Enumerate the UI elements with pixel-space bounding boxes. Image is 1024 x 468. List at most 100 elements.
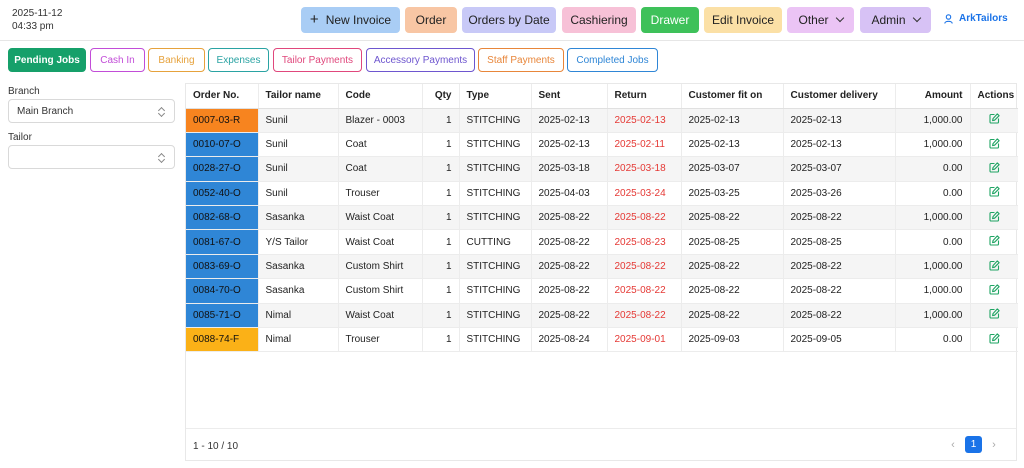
new-invoice-button[interactable]: + New Invoice: [301, 7, 400, 33]
cell-type: STITCHING: [459, 278, 532, 304]
prev-page-icon[interactable]: ‹: [951, 438, 955, 451]
cell-type: STITCHING: [459, 205, 532, 231]
edit-invoice-button[interactable]: Edit Invoice: [704, 7, 782, 33]
user-icon: [944, 13, 953, 24]
chevron-down-icon: [835, 13, 844, 23]
col-amount[interactable]: Amount: [895, 84, 971, 109]
cell-customer-fit-on: 2025-08-22: [681, 205, 784, 231]
tab-pending-jobs[interactable]: Pending Jobs: [8, 48, 86, 72]
cell-return: 2025-03-24: [607, 181, 682, 207]
cell-sent: 2025-08-22: [531, 205, 608, 231]
next-page-icon[interactable]: ›: [992, 438, 996, 451]
edit-icon[interactable]: [989, 235, 1000, 249]
edit-icon[interactable]: [989, 113, 1000, 127]
cell-customer-delivery: 2025-03-26: [783, 181, 896, 207]
cell-customer-delivery: 2025-08-22: [783, 254, 896, 280]
cashiering-button[interactable]: Cashiering: [562, 7, 636, 33]
cell-type: STITCHING: [459, 181, 532, 207]
user-menu[interactable]: ArkTailors: [944, 13, 1008, 24]
cell-code: Custom Shirt: [338, 278, 423, 304]
col-order-no[interactable]: Order No.: [186, 84, 259, 109]
tab-cash-in[interactable]: Cash In: [90, 48, 145, 72]
other-dropdown-button[interactable]: Other: [787, 7, 854, 33]
table-row[interactable]: 0088-74-F Nimal Trouser 1 STITCHING 2025-08-2…: [186, 327, 1018, 353]
cell-sent: 2025-04-03: [531, 181, 608, 207]
tailor-select[interactable]: [8, 145, 175, 169]
cell-tailor-name: Y/S Tailor: [258, 229, 339, 255]
cell-customer-fit-on: 2025-03-25: [681, 181, 784, 207]
order-button[interactable]: Order: [405, 7, 457, 33]
table-row[interactable]: 0085-71-O Nimal Waist Coat 1 STITCHING 2025-0…: [186, 303, 1018, 329]
cell-return: 2025-08-23: [607, 229, 682, 255]
cell-order-no: 0084-70-O: [186, 278, 259, 304]
cell-order-no: 0007-03-R: [186, 108, 259, 133]
jobs-table: Order No. Tailor name Code Qty Type Sent…: [186, 84, 1018, 353]
drawer-button[interactable]: Drawer: [641, 7, 699, 33]
edit-icon[interactable]: [989, 137, 1000, 152]
cell-return: 2025-02-11: [607, 132, 682, 158]
tab-accessory-payments[interactable]: Accessory Payments: [366, 48, 475, 72]
edit-icon[interactable]: [989, 162, 1000, 176]
cell-amount: 0.00: [895, 181, 971, 207]
table-row[interactable]: 0028-27-O Sunil Coat 1 STITCHING 2025-03-18 20…: [186, 156, 1018, 182]
table-row[interactable]: 0081-67-O Y/S Tailor Waist Coat 1 CUTTING 202…: [186, 229, 1018, 255]
cell-qty: 1: [422, 229, 460, 255]
tab-tailor-payments[interactable]: Tailor Payments: [273, 48, 362, 72]
cell-customer-fit-on: 2025-09-03: [681, 327, 784, 353]
table-row[interactable]: 0082-68-O Sasanka Waist Coat 1 STITCHING 2025…: [186, 205, 1018, 231]
col-type[interactable]: Type: [459, 84, 532, 109]
col-sent[interactable]: Sent: [531, 84, 608, 109]
cell-amount: 1,000.00: [895, 303, 971, 329]
col-return[interactable]: Return: [607, 84, 682, 109]
cell-code: Trouser: [338, 327, 423, 353]
table-row[interactable]: 0084-70-O Sasanka Custom Shirt 1 STITCHING 20…: [186, 278, 1018, 304]
cell-tailor-name: Sasanka: [258, 254, 339, 280]
cell-code: Coat: [338, 132, 423, 158]
col-qty[interactable]: Qty: [422, 84, 460, 109]
edit-icon[interactable]: [989, 333, 1000, 347]
cell-amount: 1,000.00: [895, 278, 971, 304]
plus-icon: +: [309, 11, 319, 28]
branch-label: Branch: [8, 86, 40, 97]
cell-sent: 2025-08-22: [531, 278, 608, 304]
tab-banking[interactable]: Banking: [148, 48, 205, 72]
table-row[interactable]: 0007-03-R Sunil Blazer - 0003 1 STITCHING 202…: [186, 108, 1018, 133]
edit-icon[interactable]: [989, 284, 1000, 298]
col-customer-delivery[interactable]: Customer delivery: [783, 84, 896, 109]
cell-return: 2025-08-22: [607, 303, 682, 329]
admin-dropdown-button[interactable]: Admin: [860, 7, 931, 33]
cell-type: STITCHING: [459, 327, 532, 353]
table-row[interactable]: 0010-07-O Sunil Coat 1 STITCHING 2025-02-13 20…: [186, 132, 1018, 158]
cell-sent: 2025-08-24: [531, 327, 608, 353]
col-customer-fit-on[interactable]: Customer fit on: [681, 84, 784, 109]
cell-tailor-name: Sasanka: [258, 205, 339, 231]
edit-icon[interactable]: [989, 308, 1000, 322]
cell-actions: [970, 132, 1018, 158]
table-row[interactable]: 0052-40-O Sunil Trouser 1 STITCHING 2025-04-0…: [186, 181, 1018, 207]
cell-actions: [970, 156, 1018, 182]
cell-qty: 1: [422, 303, 460, 329]
edit-icon[interactable]: [989, 259, 1000, 274]
orders-by-date-button[interactable]: Orders by Date: [462, 7, 556, 33]
cell-type: CUTTING: [459, 229, 532, 255]
page-1-button[interactable]: 1: [965, 436, 982, 453]
edit-icon[interactable]: [989, 211, 1000, 225]
pending-jobs-table: Order No. Tailor name Code Qty Type Sent…: [185, 83, 1018, 461]
branch-select[interactable]: Main Branch: [8, 99, 175, 123]
cell-order-no: 0028-27-O: [186, 156, 259, 182]
tab-completed-jobs[interactable]: Completed Jobs: [567, 48, 658, 72]
cell-qty: 1: [422, 205, 460, 231]
edit-icon[interactable]: [989, 186, 1000, 200]
col-code[interactable]: Code: [338, 84, 423, 109]
col-tailor-name[interactable]: Tailor name: [258, 84, 339, 109]
cell-amount: 1,000.00: [895, 205, 971, 231]
cell-return: 2025-08-22: [607, 254, 682, 280]
tab-expenses[interactable]: Expenses: [208, 48, 269, 72]
pagination: ‹ 1 ›: [945, 436, 1002, 453]
select-arrows-icon: [157, 152, 166, 164]
table-row[interactable]: 0083-69-O Sasanka Custom Shirt 1 STITCHING 20…: [186, 254, 1018, 280]
cell-amount: 0.00: [895, 229, 971, 255]
cell-sent: 2025-02-13: [531, 132, 608, 158]
cell-code: Blazer - 0003: [338, 108, 423, 133]
tab-staff-payments[interactable]: Staff Payments: [478, 48, 564, 72]
